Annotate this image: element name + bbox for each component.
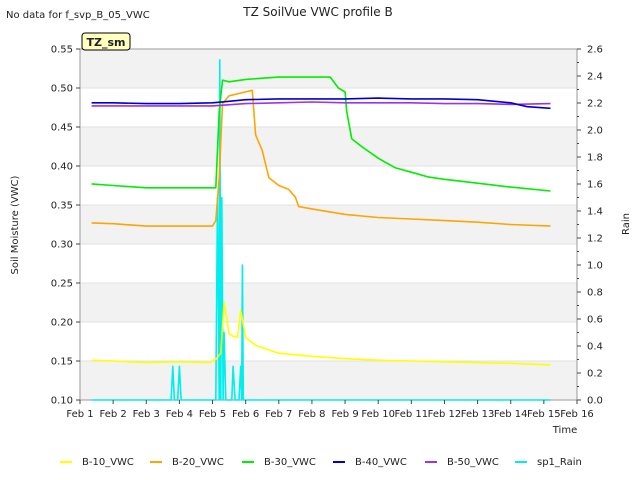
x-tick-label: Feb 4	[166, 409, 193, 420]
y-tick-label: 0.40	[51, 162, 73, 173]
y2-tick-label: 0.4	[587, 342, 603, 353]
no-data-note: No data for f_svp_B_05_VWC	[6, 10, 150, 21]
y-axis-label: Soil Moisture (VWC)	[10, 175, 21, 274]
legend-item-B-20_VWC: B-20_VWC	[150, 457, 224, 468]
legend-item-B-10_VWC: B-10_VWC	[60, 457, 134, 468]
legend-item-sp1_Rain: sp1_Rain	[515, 457, 582, 468]
y2-tick-label: 0.0	[587, 396, 603, 407]
x-tick-label: Feb 1	[66, 409, 93, 420]
legend-label: B-20_VWC	[172, 457, 224, 468]
badge: TZ_sm	[81, 32, 131, 51]
y-tick-label: 0.20	[51, 318, 73, 329]
series-line-B-20_VWC	[91, 89, 551, 227]
y-tick-label: 0.55	[51, 45, 73, 56]
series-line-sp1_Rain	[91, 58, 551, 401]
x-tick-label: Feb 9	[331, 409, 358, 420]
legend-label: B-50_VWC	[447, 457, 499, 468]
y2-tick-label: 0.2	[587, 369, 603, 380]
y-tick-label: 0.15	[51, 357, 73, 368]
grid-band	[80, 283, 577, 322]
y2-tick-label: 0.8	[587, 288, 603, 299]
legend-label: B-30_VWC	[264, 457, 316, 468]
x-tick-label: Feb 8	[298, 409, 325, 420]
y2-tick-label: 1.6	[587, 180, 603, 191]
y2-tick-label: 2.4	[587, 72, 603, 83]
x-tick-label: Feb 13	[461, 409, 495, 420]
y-tick-label: 0.35	[51, 201, 73, 212]
legend-item-B-30_VWC: B-30_VWC	[242, 457, 316, 468]
legend-label: sp1_Rain	[537, 457, 582, 468]
legend-item-B-50_VWC: B-50_VWC	[425, 457, 499, 468]
x-tick-label: Feb 5	[199, 409, 226, 420]
x-tick-label: Feb 14	[494, 409, 528, 420]
y2-tick-label: 1.2	[587, 234, 603, 245]
y-tick-label: 0.25	[51, 279, 73, 290]
legend-item-B-40_VWC: B-40_VWC	[333, 457, 407, 468]
y-tick-label: 0.30	[51, 240, 73, 251]
series-line-B-30_VWC	[91, 76, 551, 192]
x-tick-label: Feb 10	[361, 409, 395, 420]
y-tick-label: 0.45	[51, 123, 73, 134]
y-tick-label: 0.10	[51, 396, 73, 407]
series-line-B-50_VWC	[91, 101, 551, 107]
y2-tick-label: 2.2	[587, 99, 603, 110]
legend-label: B-10_VWC	[82, 457, 134, 468]
x-tick-label: Feb 15	[527, 409, 561, 420]
x-tick-label: Feb 6	[232, 409, 259, 420]
axes: Feb 1 Feb 2 Feb 3 Feb 4 Feb 5 Feb 6 Feb 7 Feb 8…	[51, 45, 603, 421]
x-tick-label: Feb 11	[395, 409, 429, 420]
x-tick-label: Feb 12	[428, 409, 462, 420]
y2-tick-label: 0.6	[587, 315, 603, 326]
grid-band	[80, 127, 577, 166]
x-axis-label: Time	[552, 425, 577, 436]
series-layer	[91, 58, 551, 401]
x-tick-label: Feb 7	[265, 409, 292, 420]
y2-axis-label: Rain	[621, 213, 632, 235]
y2-tick-label: 2.0	[587, 126, 603, 137]
y2-tick-label: 1.8	[587, 153, 603, 164]
x-tick-label: Feb 3	[133, 409, 160, 420]
grid-band	[80, 361, 577, 400]
series-line-B-40_VWC	[91, 97, 551, 110]
chart-title: TZ SoilVue VWC profile B	[242, 5, 392, 19]
y2-tick-label: 1.0	[587, 261, 603, 272]
y2-tick-label: 1.4	[587, 207, 603, 218]
x-tick-label: Feb 16	[560, 409, 594, 420]
x-tick-label: Feb 2	[100, 409, 127, 420]
series-line-B-10_VWC	[91, 301, 551, 366]
grid-band	[80, 49, 577, 88]
badge-label: TZ_sm	[87, 36, 126, 49]
legend-label: B-40_VWC	[355, 457, 407, 468]
y-tick-label: 0.50	[51, 84, 73, 95]
y2-tick-label: 2.6	[587, 45, 603, 56]
legend: B-10_VWC B-20_VWC B-30_VWC B-40_VWC B-50_VWC…	[60, 457, 582, 468]
